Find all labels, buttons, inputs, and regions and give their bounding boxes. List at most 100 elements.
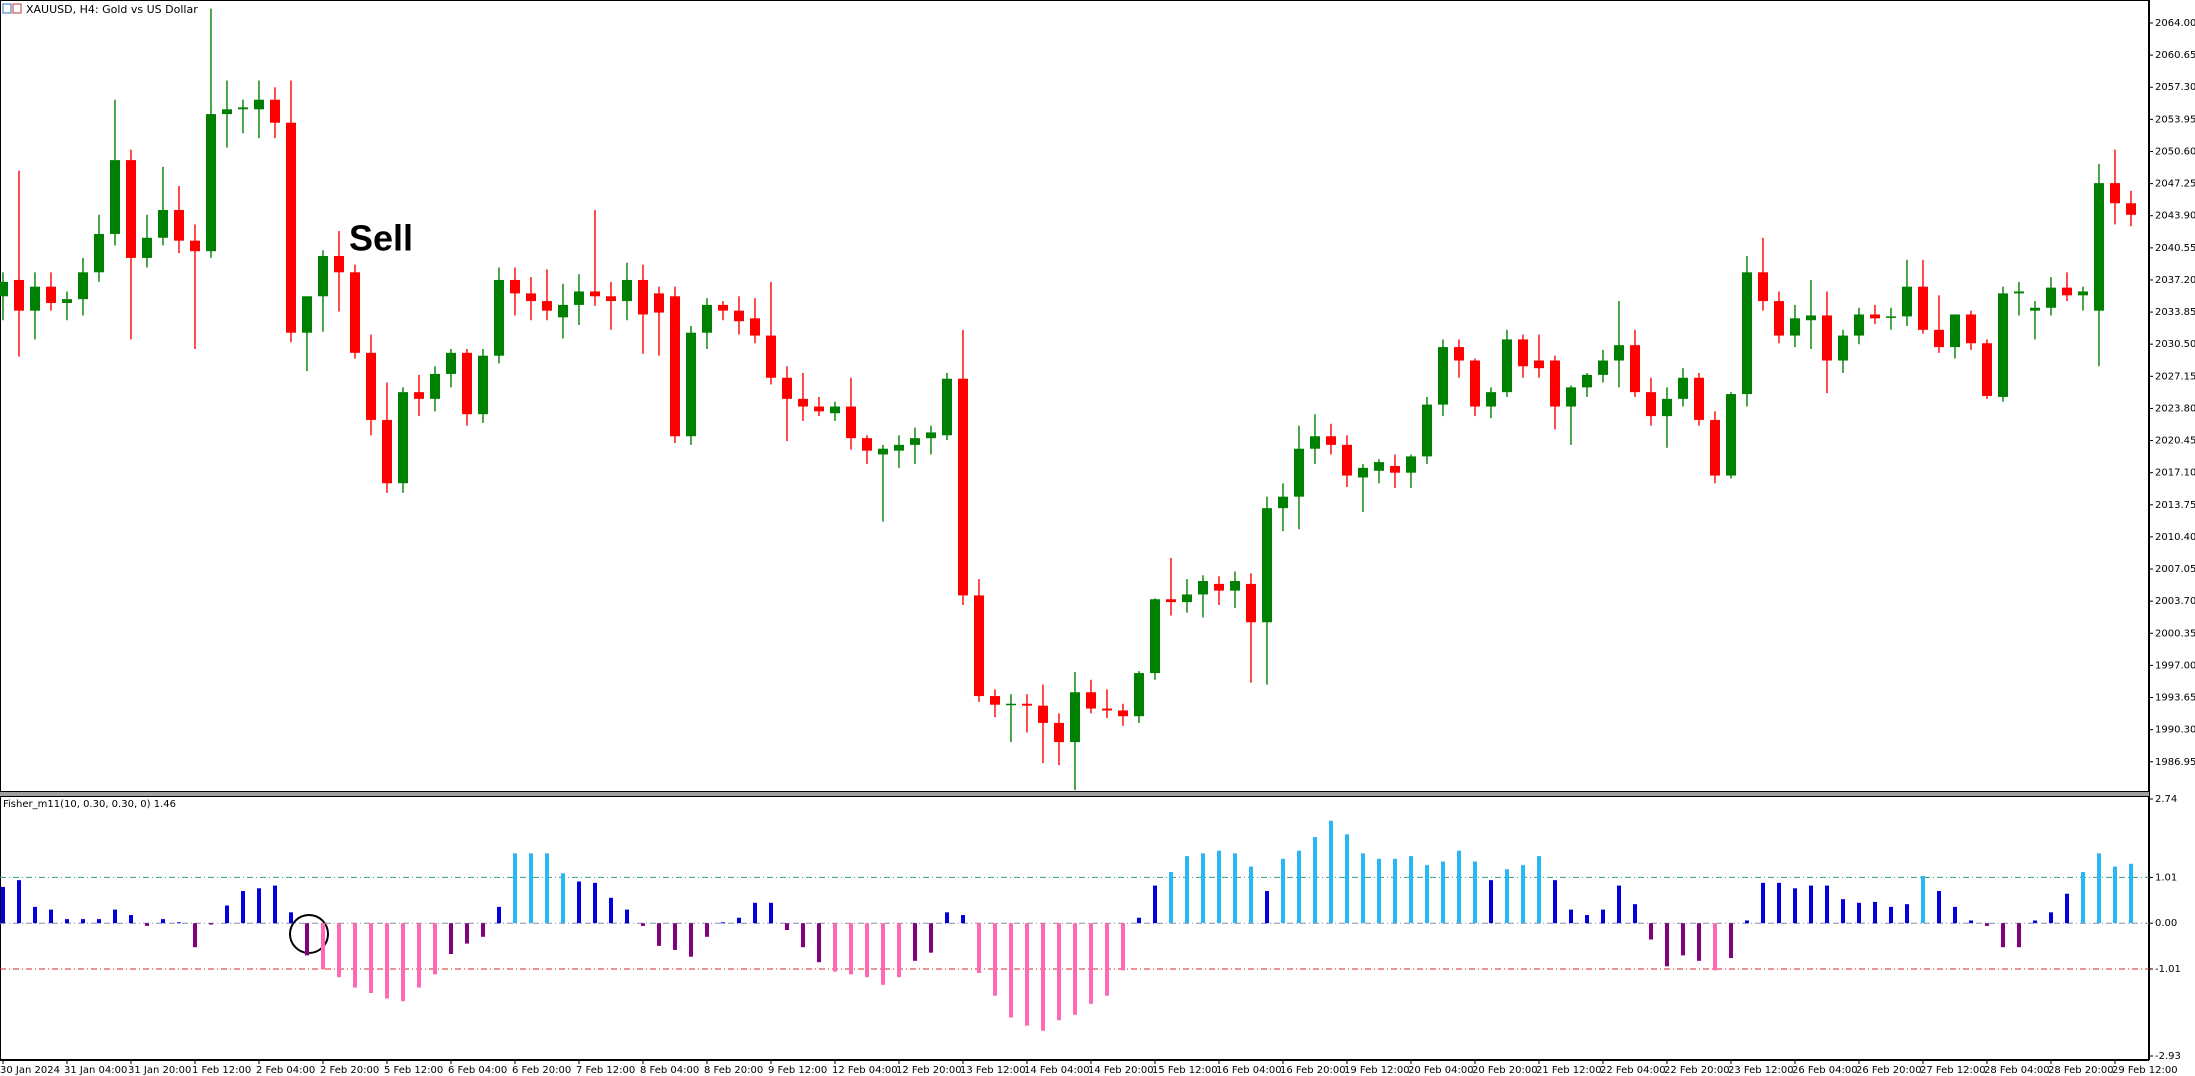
- histogram-bar: [1025, 923, 1029, 1026]
- candle-body: [750, 318, 760, 336]
- y-tick-label: 2037.20: [2155, 275, 2195, 286]
- candle-body: [1150, 599, 1160, 674]
- x-tick-label: 16 Feb 04:00: [1216, 1065, 1282, 1076]
- candle-body: [1102, 708, 1112, 711]
- histogram-bar: [177, 922, 181, 924]
- x-tick-label: 8 Feb 04:00: [640, 1065, 699, 1076]
- candle-body: [1646, 392, 1656, 417]
- candle-body: [942, 378, 952, 436]
- histogram-bar: [417, 923, 421, 988]
- y-tick-label: 2010.40: [2155, 532, 2195, 543]
- histogram-bar: [2097, 853, 2101, 924]
- x-tick-label: 2 Feb 20:00: [320, 1065, 379, 1076]
- candle-body: [1262, 508, 1272, 623]
- x-tick-label: 22 Feb 04:00: [1600, 1065, 1666, 1076]
- y-tick-label: 2030.50: [2155, 339, 2195, 350]
- candle-body: [1518, 339, 1528, 367]
- candle-body: [990, 696, 1000, 705]
- candle-body: [526, 293, 536, 302]
- histogram-bar: [241, 891, 245, 924]
- x-tick-label: 1 Feb 12:00: [192, 1065, 251, 1076]
- histogram-bar: [1393, 858, 1397, 924]
- candle-body: [414, 392, 424, 399]
- histogram-bar: [81, 919, 85, 924]
- candle-body: [286, 122, 296, 333]
- candle-body: [654, 293, 664, 313]
- candle-body: [1182, 594, 1192, 603]
- histogram-bar: [1825, 885, 1829, 924]
- histogram-bar: [1937, 891, 1941, 924]
- x-tick-label: 14 Feb 20:00: [1088, 1065, 1154, 1076]
- histogram-bar: [1617, 885, 1621, 924]
- x-tick-label: 19 Feb 12:00: [1344, 1065, 1410, 1076]
- x-tick-label: 15 Feb 12:00: [1152, 1065, 1218, 1076]
- histogram-bar: [145, 923, 149, 926]
- x-tick-label: 22 Feb 20:00: [1664, 1065, 1730, 1076]
- candle-body: [1998, 293, 2008, 397]
- y-tick-label: 2040.55: [2155, 243, 2195, 254]
- histogram-bar: [721, 922, 725, 924]
- histogram-bar: [993, 923, 997, 996]
- candle-body: [862, 438, 872, 451]
- candle-body: [382, 419, 392, 484]
- histogram-bar: [305, 923, 309, 956]
- candle-body: [238, 107, 248, 110]
- histogram-bar: [1169, 871, 1173, 924]
- histogram-bar: [1441, 861, 1445, 924]
- candle-body: [1790, 318, 1800, 336]
- histogram-bar: [1281, 858, 1285, 924]
- histogram-bar: [1313, 837, 1317, 924]
- indicator-title: Fisher_m11(10, 0.30, 0.30, 0) 1.46: [3, 799, 176, 810]
- x-tick-label: 6 Feb 20:00: [512, 1065, 571, 1076]
- histogram-bar: [1473, 861, 1477, 924]
- histogram-bar: [1153, 885, 1157, 924]
- histogram-bar: [1745, 920, 1749, 924]
- histogram-bar: [1073, 923, 1077, 1015]
- histogram-bar: [481, 923, 485, 937]
- histogram-bar: [2033, 920, 2037, 924]
- histogram-bar: [321, 923, 325, 970]
- y-tick-label: 2064.00: [2155, 18, 2195, 29]
- candle-body: [1822, 315, 1832, 361]
- candle-body: [2062, 287, 2072, 296]
- annotation: Sell: [349, 218, 413, 259]
- candle-body: [878, 448, 888, 455]
- candle-body: [638, 279, 648, 315]
- histogram-bar: [929, 923, 933, 953]
- candle-body: [1582, 374, 1592, 388]
- candle-body: [1166, 599, 1176, 603]
- y-tick-label: 1997.00: [2155, 660, 2195, 671]
- candle-body: [814, 406, 824, 412]
- y-tick-label: 1986.95: [2155, 757, 2195, 768]
- histogram-bar: [593, 882, 597, 924]
- candle-body: [30, 286, 40, 311]
- histogram-bar: [753, 902, 757, 924]
- candle-body: [1534, 360, 1544, 369]
- histogram-bar: [161, 919, 165, 924]
- candle-body: [1742, 272, 1752, 395]
- histogram-bar: [545, 853, 549, 924]
- histogram-bar: [1873, 901, 1877, 924]
- y-tick-label: 0.00: [2155, 918, 2177, 929]
- histogram-bar: [401, 923, 405, 1002]
- candle-body: [670, 296, 680, 437]
- histogram-bar: [273, 885, 277, 924]
- candle-body: [1358, 467, 1368, 478]
- candle-body: [974, 595, 984, 697]
- candle-body: [686, 332, 696, 437]
- histogram-bar: [1793, 888, 1797, 924]
- candle-body: [46, 286, 56, 303]
- histogram-bar: [193, 923, 197, 948]
- candle-body: [1710, 419, 1720, 476]
- histogram-bar: [369, 923, 373, 993]
- histogram-bar: [33, 906, 37, 924]
- x-tick-label: 16 Feb 20:00: [1280, 1065, 1346, 1076]
- histogram-bar: [865, 923, 869, 978]
- candle-body: [1438, 347, 1448, 405]
- candle-body: [1934, 329, 1944, 348]
- histogram-bar: [257, 888, 261, 924]
- histogram-bar: [449, 923, 453, 955]
- histogram-bar: [1409, 856, 1413, 924]
- histogram-bar: [17, 880, 21, 924]
- candle-body: [1950, 314, 1960, 348]
